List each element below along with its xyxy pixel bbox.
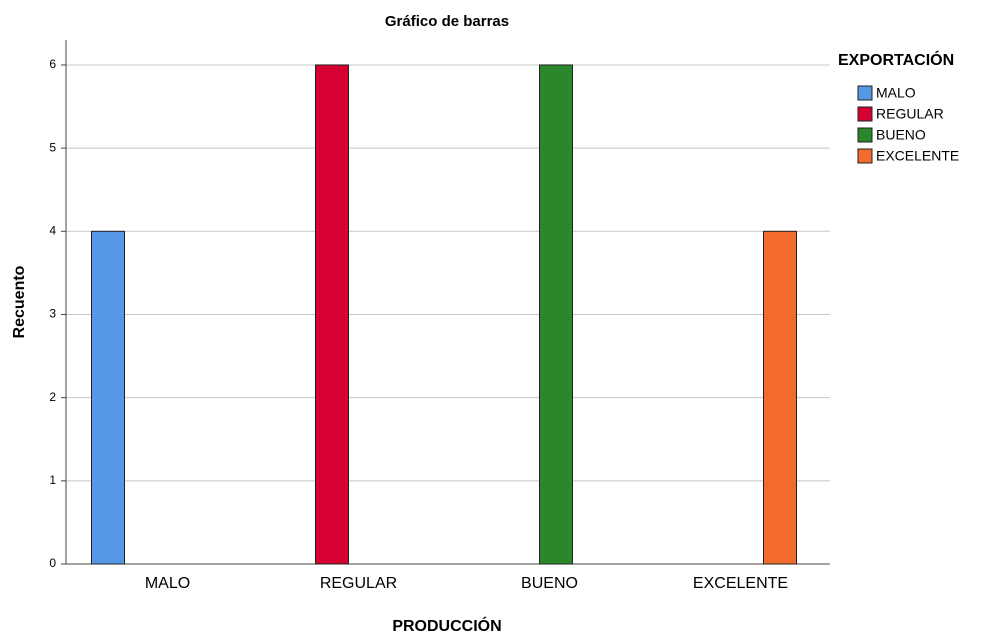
legend-swatch (857, 127, 873, 143)
bar (763, 230, 797, 565)
x-tick-label: REGULAR (320, 575, 397, 592)
x-tick-label: MALO (145, 575, 190, 592)
legend-title: EXPORTACIÓN (838, 50, 954, 69)
bar (315, 64, 349, 565)
legend-swatch (857, 106, 873, 122)
bar (91, 230, 125, 565)
legend-label: EXCELENTE (876, 148, 959, 164)
legend-swatch (857, 148, 873, 164)
legend-label: REGULAR (876, 106, 944, 122)
legend-label: BUENO (876, 127, 926, 143)
y-tick-label: 4 (49, 223, 56, 237)
x-tick-label: BUENO (521, 575, 578, 592)
y-tick-label: 6 (49, 57, 56, 71)
y-tick-label: 3 (49, 307, 56, 321)
y-tick-label: 0 (49, 556, 56, 570)
legend-label: MALO (876, 85, 916, 101)
y-tick-label: 2 (49, 390, 56, 404)
chart-title: Gráfico de barras (385, 13, 509, 30)
y-tick-label: 5 (49, 140, 56, 154)
y-tick-label: 1 (49, 473, 56, 487)
bar (539, 64, 573, 565)
y-axis-label: Recuento (11, 265, 28, 338)
legend-swatch (857, 85, 873, 101)
x-tick-label: EXCELENTE (693, 575, 788, 592)
x-axis-label: PRODUCCIÓN (392, 616, 501, 635)
